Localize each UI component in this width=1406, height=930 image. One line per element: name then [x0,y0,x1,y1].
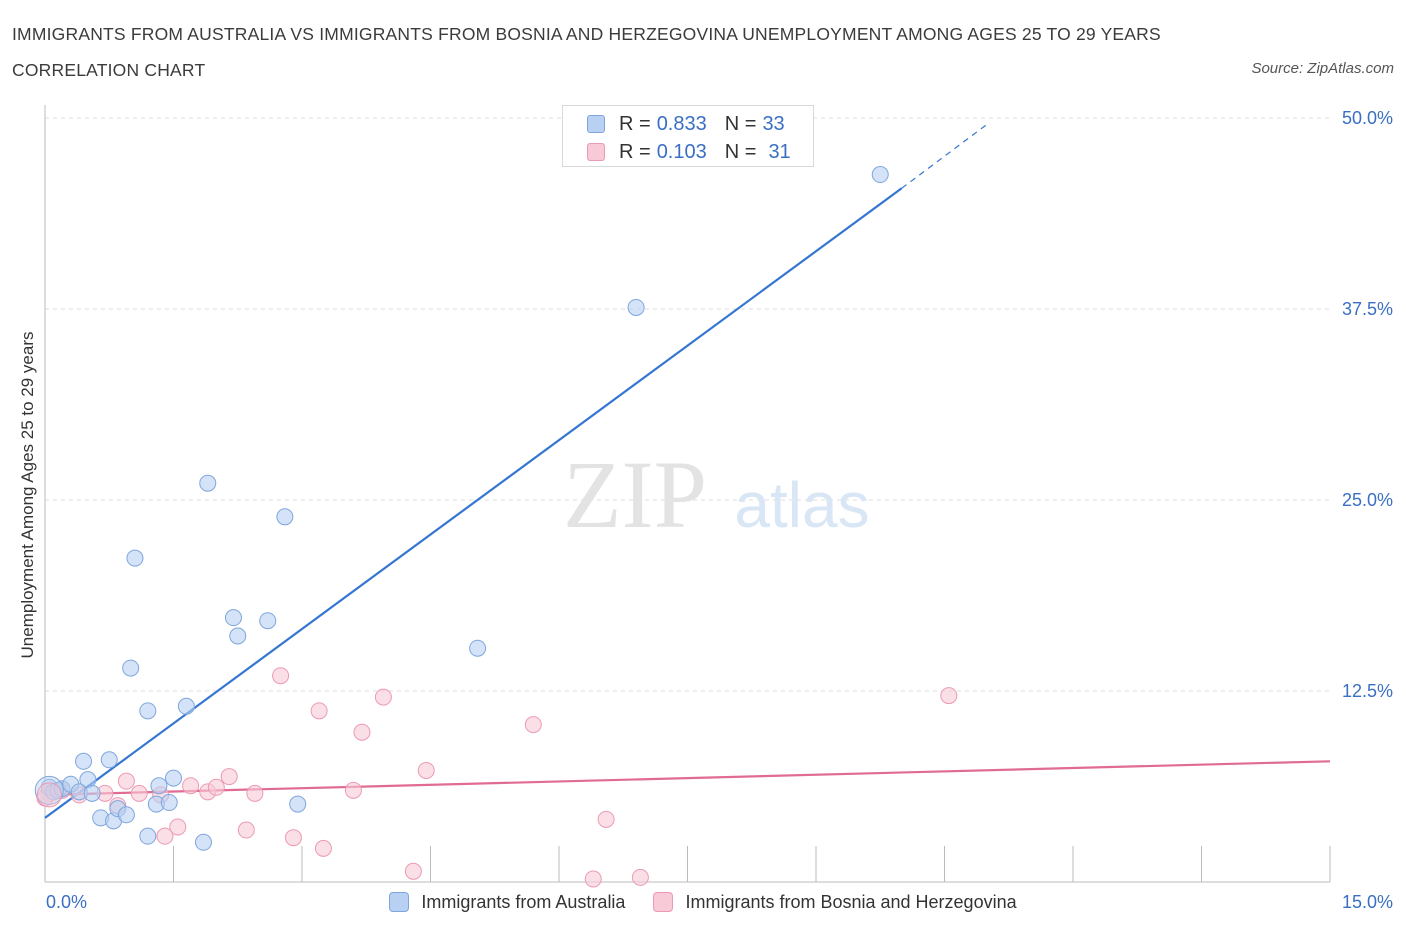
legend-r-label: R = [619,112,651,135]
y-tick-label: 37.5% [1342,299,1393,319]
point-bosnia [940,687,958,705]
tick-labels: 12.5% 25.0% 37.5% 50.0% 0.0% 15.0% [46,108,1393,912]
point-bosnia [353,723,371,741]
y-axis-label: Unemployment Among Ages 25 to 29 years [18,331,37,659]
point-bosnia [220,768,238,786]
legend-label-australia: Immigrants from Australia [421,891,626,912]
trend-line-bosnia [44,760,1331,797]
point-australia [289,795,307,813]
axes [44,105,1331,883]
point-australia [224,609,242,627]
point-australia [160,794,178,812]
point-australia [126,549,144,567]
point-australia [139,702,157,720]
point-australia [229,627,247,645]
legend-row-bosnia: R = 0.103 N = 31 [587,140,791,164]
legend-item-australia[interactable]: Immigrants from Australia [389,892,625,913]
legend-swatch-australia [587,115,605,133]
point-bosnia [584,870,602,888]
point-australia [122,659,140,677]
legend-swatch-australia [389,892,410,912]
point-bosnia [272,667,290,685]
point-australia [194,833,212,851]
point-australia [75,752,93,770]
legend-r-label: R = [619,140,651,163]
legend-n-value-australia: 33 [762,112,785,135]
point-bosnia-cluster [36,782,62,808]
legend-row-australia: R = 0.833 N = 33 [587,112,785,136]
point-bosnia [314,839,332,857]
point-bosnia [246,784,264,802]
y-tick-label: 50.0% [1342,108,1393,128]
watermark-atlas: atlas [734,469,869,541]
point-bosnia [156,827,174,845]
correlation-legend: R = 0.833 N = 33 R = 0.103 N = 31 [562,105,814,167]
point-australia [276,508,294,526]
legend-swatch-bosnia [587,143,605,161]
point-bosnia [117,772,135,790]
watermark: ZIP atlas [563,441,870,548]
point-australia [139,827,157,845]
y-tick-label: 12.5% [1342,681,1393,701]
chart-title: IMMIGRANTS FROM AUSTRALIA VS IMMIGRANTS … [12,24,1161,80]
point-australia [199,474,217,492]
point-australia [627,298,645,316]
trend-line-australia-extension [901,123,988,189]
point-bosnia [524,716,542,734]
point-bosnia [182,777,200,795]
point-australia [150,777,168,795]
point-bosnia [631,868,649,886]
point-bosnia [417,761,435,779]
point-bosnia [130,784,148,802]
data-points [34,166,958,888]
legend-n-label: N = [724,140,757,163]
point-bosnia [344,781,362,799]
point-australia [165,769,182,787]
legend-n-label: N = [724,112,757,135]
point-bosnia [404,862,422,880]
legend-item-bosnia[interactable]: Immigrants from Bosnia and Herzegovina [653,891,1017,913]
point-bosnia [237,821,255,839]
point-bosnia [374,688,392,706]
x-tick-label-max: 15.0% [1342,892,1393,912]
point-australia [259,612,277,630]
point-australia [83,784,101,802]
point-bosnia [169,818,187,836]
grid [45,117,1330,692]
point-australia [117,806,135,824]
legend-r-value-australia: 0.833 [656,112,707,135]
point-australia [469,639,487,657]
watermark-zip: ZIP [563,441,707,548]
point-bosnia [207,778,225,796]
legend-swatch-bosnia [653,892,674,912]
point-australia [871,166,889,184]
y-tick-label: 25.0% [1342,490,1393,510]
point-bosnia [310,702,328,720]
point-australia [100,751,118,769]
legend-n-value-bosnia: 31 [768,140,791,163]
point-australia [177,697,195,715]
point-bosnia [597,810,615,828]
legend-label-bosnia: Immigrants from Bosnia and Herzegovina [685,891,1017,912]
point-australia-cluster [34,775,64,805]
point-bosnia [284,829,302,847]
x-tick-label-min: 0.0% [46,892,87,912]
series-legend: Immigrants from Australia Immigrants fro… [0,890,1406,914]
source-label: Source: ZipAtlas.com [1251,60,1394,77]
legend-r-value-bosnia: 0.103 [656,140,707,163]
